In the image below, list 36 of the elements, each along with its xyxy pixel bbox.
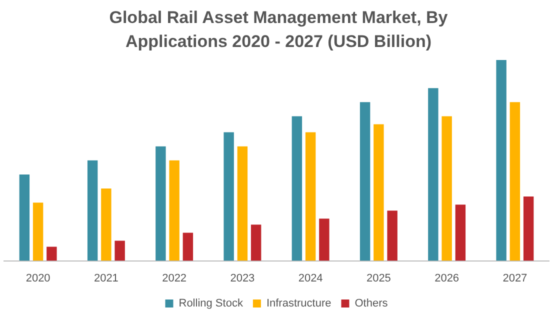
bar — [87, 160, 98, 261]
bar — [305, 132, 316, 261]
chart-title: Global Rail Asset Management Market, By Applications 2020 - 2027 (USD Billion) — [108, 7, 449, 53]
bar — [374, 124, 384, 261]
legend-label: Infrastructure — [266, 298, 332, 310]
bar — [455, 204, 466, 261]
legend-label: Others — [354, 298, 388, 310]
x-tick-label: 2025 — [366, 272, 391, 284]
bar — [46, 246, 57, 261]
bar — [32, 202, 44, 261]
bar — [360, 102, 370, 261]
bar — [237, 146, 248, 261]
bar — [292, 116, 302, 261]
x-tick-label: 2022 — [162, 272, 187, 284]
bar — [169, 160, 180, 261]
bar — [156, 146, 166, 261]
bar — [250, 224, 262, 261]
x-tick-label: 2027 — [502, 272, 528, 284]
bar — [523, 196, 534, 261]
bar — [428, 88, 438, 261]
x-tick-label: 2023 — [230, 272, 255, 284]
bar — [101, 188, 112, 261]
x-tick-label: 2020 — [26, 272, 50, 284]
bar — [19, 174, 30, 261]
bar — [114, 240, 125, 261]
bar — [442, 116, 452, 261]
bar — [496, 60, 506, 261]
bar — [387, 210, 398, 261]
x-tick-label: 2026 — [434, 272, 460, 284]
bar — [182, 232, 194, 261]
legend-label: Rolling Stock — [178, 298, 244, 310]
x-tick-label: 2021 — [94, 272, 118, 284]
x-tick-label: 2024 — [298, 272, 323, 284]
bar — [510, 102, 520, 261]
bar — [224, 132, 234, 261]
bar — [319, 218, 330, 261]
